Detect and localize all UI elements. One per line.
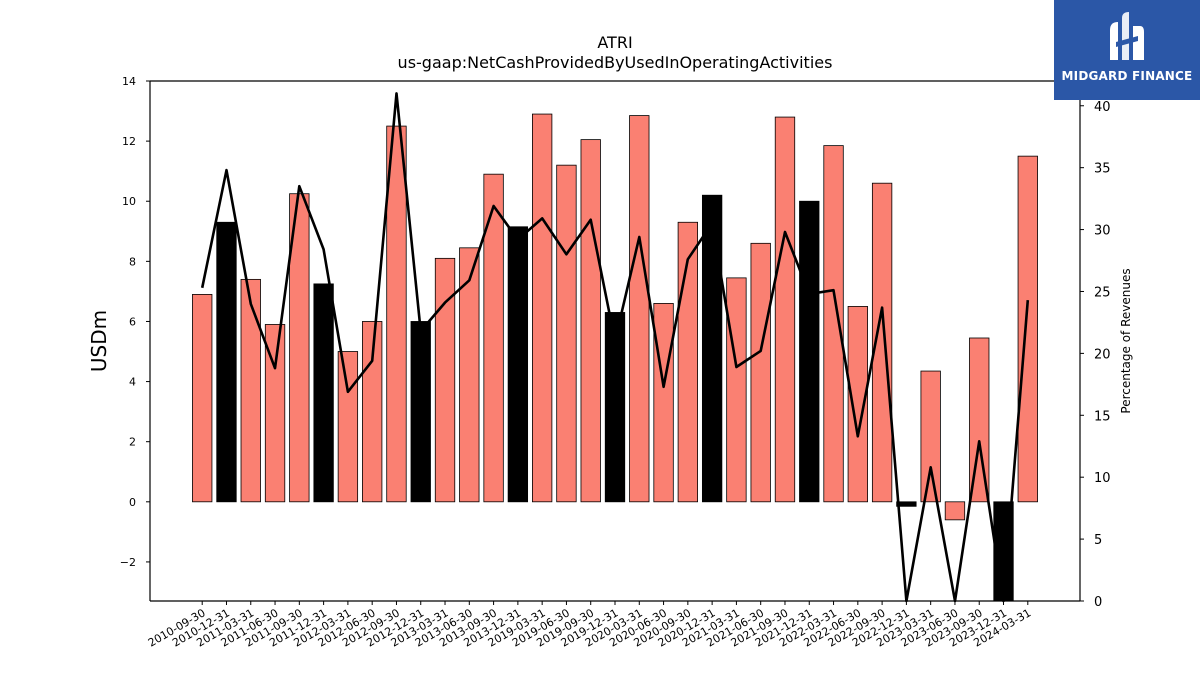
- y-tick-label--2: −2: [120, 556, 136, 569]
- bar-2011-12-31: [313, 283, 334, 503]
- bar-2021-03-31: [726, 277, 747, 503]
- y-tick-label-6: 6: [129, 315, 136, 328]
- bar-2019-03-31: [532, 113, 553, 503]
- bar-2019-06-30: [556, 164, 577, 503]
- y2-tick-label-0: 0: [1094, 595, 1102, 610]
- logo-text: MIDGARD FINANCE: [1061, 69, 1193, 83]
- y-tick-label-14: 14: [122, 75, 136, 88]
- bar-2019-09-30: [580, 139, 601, 503]
- y-axis-label-right: Percentage of Revenues: [1119, 268, 1133, 413]
- y-tick-label-2: 2: [129, 436, 136, 449]
- chart-subtitle: us-gaap:NetCashProvidedByUsedInOperating…: [398, 53, 833, 72]
- bar-2023-03-31: [920, 370, 941, 503]
- bar-2020-03-31: [629, 115, 650, 503]
- midgard-logo-icon: [1110, 12, 1144, 60]
- y-axis-label: USDm: [87, 310, 111, 372]
- y2-tick-label-30: 30: [1094, 224, 1111, 239]
- y2-tick-label-10: 10: [1094, 471, 1111, 486]
- bar-2023-06-30: [944, 501, 966, 521]
- plot-area: −20246810121405101520253035402010-09-302…: [120, 75, 1111, 650]
- bar-2020-06-30: [653, 303, 674, 503]
- bar-2012-12-31: [410, 321, 431, 503]
- bar-2010-12-31: [216, 221, 237, 503]
- bar-2013-09-30: [483, 173, 504, 503]
- bar-2020-12-31: [701, 194, 723, 503]
- bar-2011-06-30: [264, 324, 286, 503]
- y-tick-label-8: 8: [129, 255, 136, 268]
- bar-2021-09-30: [774, 116, 796, 503]
- bar-2019-12-31: [604, 312, 626, 503]
- bar-2013-06-30: [459, 247, 480, 503]
- y2-tick-label-20: 20: [1094, 347, 1111, 362]
- bar-2011-03-31: [240, 278, 261, 503]
- y2-tick-label-40: 40: [1094, 100, 1111, 115]
- bar-2022-03-31: [823, 145, 844, 503]
- ratio-line: [200, 92, 1030, 603]
- y2-tick-label-5: 5: [1094, 533, 1102, 548]
- bar-2021-06-30: [750, 242, 771, 503]
- y2-tick-label-35: 35: [1094, 162, 1111, 177]
- bar-2022-12-31: [896, 501, 917, 507]
- bar-2022-06-30: [847, 306, 868, 503]
- bar-2020-09-30: [677, 221, 698, 503]
- bar-2013-12-31: [507, 226, 529, 503]
- y2-tick-label-15: 15: [1094, 409, 1111, 424]
- bar-2024-03-31: [1017, 155, 1038, 503]
- bar-2012-09-30: [386, 125, 407, 503]
- bar-2012-03-31: [337, 351, 359, 503]
- bar-2023-09-30: [969, 337, 990, 503]
- bar-2021-12-31: [799, 200, 820, 503]
- y-tick-label-4: 4: [129, 376, 136, 389]
- bar-2013-03-31: [434, 257, 456, 503]
- chart-title: ATRI: [597, 33, 632, 52]
- bar-2010-09-30: [192, 294, 213, 503]
- bar-2022-09-30: [871, 182, 893, 503]
- y-tick-label-10: 10: [122, 195, 136, 208]
- y-tick-label-0: 0: [129, 496, 136, 509]
- y-tick-label-12: 12: [122, 135, 136, 148]
- logo-badge: MIDGARD FINANCE: [1054, 0, 1200, 100]
- y2-tick-label-25: 25: [1094, 285, 1111, 300]
